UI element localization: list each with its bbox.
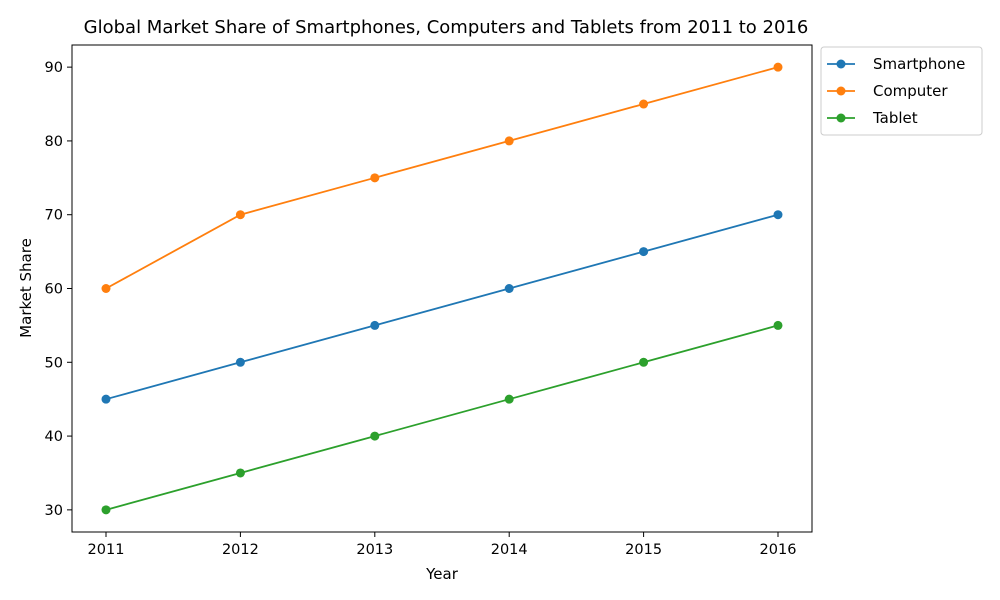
data-point [370,320,380,330]
x-tick-label: 2013 [356,542,393,558]
x-tick-label: 2012 [222,542,259,558]
series-line [105,324,779,511]
data-point [639,99,649,109]
chart-title: Global Market Share of Smartphones, Comp… [84,17,809,38]
legend-frame [820,46,983,136]
x-tick-label: 2011 [88,542,125,558]
data-point [101,505,111,515]
data-point [639,357,649,367]
data-point [504,394,514,404]
y-tick-label: 70 [45,208,63,224]
legend-item-computer: Computer [827,82,948,100]
series-tablet [101,320,783,515]
y-tick-label: 90 [45,60,63,76]
x-axis: 2011 2012 2013 2014 2015 2016 [88,532,797,558]
series-line [105,213,779,401]
y-axis-label: Market Share [17,238,35,338]
legend-item-tablet: Tablet [827,109,918,127]
series-computer [101,62,783,293]
data-point [773,320,783,330]
legend-label: Computer [873,82,948,100]
series-smartphone [101,210,783,404]
legend-marker [836,113,846,123]
data-point [504,284,514,293]
legend-item-smartphone: Smartphone [827,55,965,73]
y-tick-label: 80 [45,134,63,150]
legend: Smartphone Computer Tablet [820,46,983,136]
data-point [773,62,783,72]
data-point [235,468,245,478]
series-layer [101,62,783,515]
x-tick-label: 2016 [760,542,797,558]
y-axis: 30 40 50 60 70 80 90 [45,60,72,519]
data-point [773,210,783,220]
data-point [235,357,245,367]
data-point [235,210,245,220]
data-point [504,136,514,146]
data-point [639,247,649,257]
series-line [105,66,779,290]
y-tick-label: 40 [45,429,63,445]
data-point [101,394,111,404]
legend-label: Smartphone [873,55,965,73]
data-point [370,173,380,183]
y-tick-label: 50 [45,355,63,371]
y-tick-label: 30 [45,503,63,519]
legend-marker [836,86,846,96]
x-axis-label: Year [425,565,459,583]
y-tick-label: 60 [45,282,63,298]
plot-area [71,44,813,533]
legend-marker [836,59,846,69]
data-point [370,431,380,441]
x-tick-label: 2014 [491,542,528,558]
x-tick-label: 2015 [625,542,662,558]
legend-label: Tablet [872,109,918,127]
data-point [101,284,111,293]
